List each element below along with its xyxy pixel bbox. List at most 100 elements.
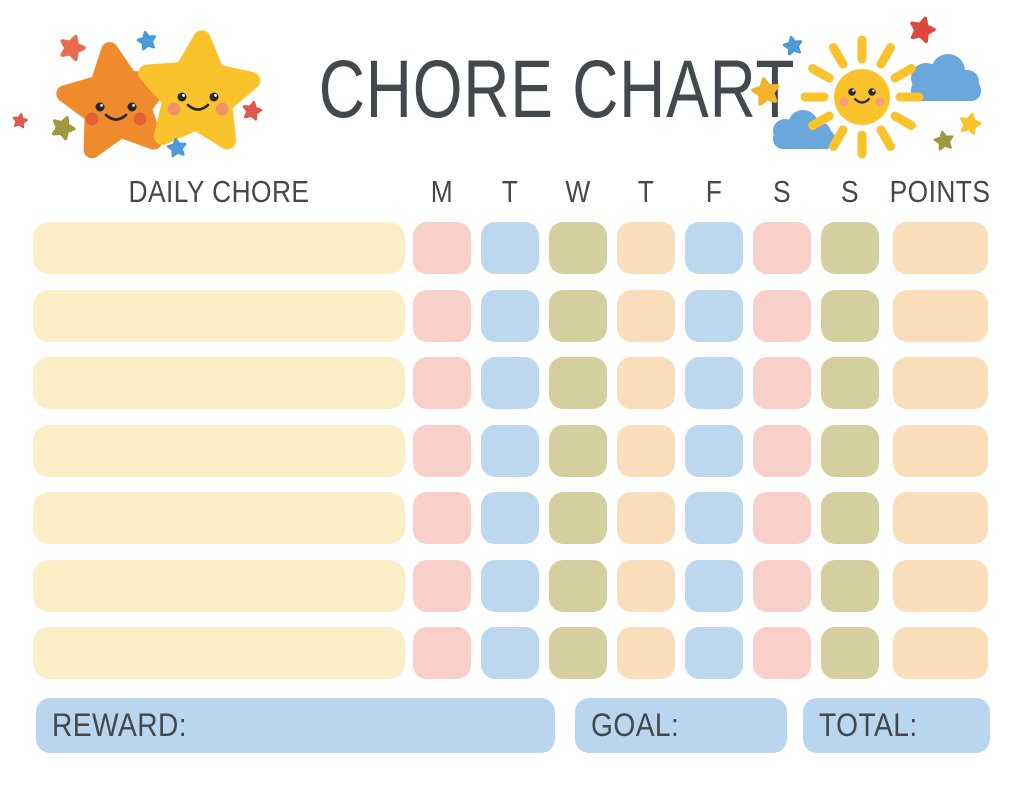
day-cell[interactable]	[549, 222, 607, 274]
sun-rays	[800, 35, 924, 159]
day-cell[interactable]	[481, 222, 539, 274]
cloud-icon	[773, 110, 835, 149]
chore-name-cell[interactable]	[33, 560, 405, 612]
day-cell[interactable]	[821, 627, 879, 679]
day-cell[interactable]	[549, 357, 607, 409]
daily-chore-header: DAILY CHORE	[128, 174, 310, 209]
day-header-2: T	[501, 174, 519, 209]
day-cell[interactable]	[685, 492, 743, 544]
day-header-1: M	[430, 174, 454, 209]
day-cell[interactable]	[481, 425, 539, 477]
day-cell[interactable]	[685, 425, 743, 477]
day-cell[interactable]	[821, 492, 879, 544]
stars-decoration	[5, 15, 270, 170]
day-cell[interactable]	[753, 492, 811, 544]
points-value-cell[interactable]	[893, 425, 988, 477]
day-cell[interactable]	[413, 222, 471, 274]
chore-name-cell[interactable]	[33, 492, 405, 544]
day-cell[interactable]	[685, 290, 743, 342]
day-cell[interactable]	[617, 425, 675, 477]
chore-name-cell[interactable]	[33, 425, 405, 477]
small-red-star-icon	[908, 15, 936, 42]
day-cell[interactable]	[481, 627, 539, 679]
small-olive-star-icon	[50, 114, 77, 140]
chore-name-cell[interactable]	[33, 627, 405, 679]
day-cell[interactable]	[821, 425, 879, 477]
day-header-6: S	[772, 174, 792, 209]
sun-clouds-decoration	[745, 10, 1017, 159]
day-cell[interactable]	[753, 357, 811, 409]
day-cell[interactable]	[413, 290, 471, 342]
day-cell[interactable]	[821, 357, 879, 409]
small-red-star-icon	[58, 33, 86, 61]
day-cell[interactable]	[617, 357, 675, 409]
day-cell[interactable]	[617, 627, 675, 679]
chore-name-cell[interactable]	[33, 290, 405, 342]
day-header-5: F	[705, 174, 723, 209]
day-cell[interactable]	[753, 425, 811, 477]
day-cell[interactable]	[685, 560, 743, 612]
day-cell[interactable]	[549, 425, 607, 477]
day-header-4: T	[637, 174, 655, 209]
small-yellow-star-icon	[959, 112, 982, 134]
day-cell[interactable]	[549, 627, 607, 679]
day-cell[interactable]	[821, 560, 879, 612]
day-cell[interactable]	[617, 560, 675, 612]
day-cell[interactable]	[617, 290, 675, 342]
sun-face	[839, 88, 885, 107]
reward-label: REWARD:	[52, 707, 188, 743]
day-cell[interactable]	[413, 357, 471, 409]
day-cell[interactable]	[549, 290, 607, 342]
day-cell[interactable]	[821, 222, 879, 274]
day-cell[interactable]	[481, 290, 539, 342]
day-cell[interactable]	[413, 560, 471, 612]
small-olive-star-icon	[934, 131, 954, 150]
day-cell[interactable]	[413, 627, 471, 679]
day-cell[interactable]	[481, 492, 539, 544]
points-value-cell[interactable]	[893, 357, 988, 409]
small-blue-star-icon	[137, 30, 157, 49]
day-cell[interactable]	[617, 492, 675, 544]
day-cell[interactable]	[821, 290, 879, 342]
day-cell[interactable]	[753, 290, 811, 342]
day-cell[interactable]	[685, 627, 743, 679]
day-cell[interactable]	[549, 560, 607, 612]
day-cell[interactable]	[481, 357, 539, 409]
chore-name-cell[interactable]	[33, 357, 405, 409]
day-cell[interactable]	[413, 425, 471, 477]
points-header: POINTS	[889, 174, 991, 209]
goal-box[interactable]: GOAL:	[575, 698, 787, 753]
points-value-cell[interactable]	[893, 492, 988, 544]
day-cell[interactable]	[413, 492, 471, 544]
orange-star-face	[85, 102, 147, 126]
points-value-cell[interactable]	[893, 627, 988, 679]
small-red-star-icon	[242, 100, 262, 119]
points-value-cell[interactable]	[893, 290, 988, 342]
small-yellow-star-icon	[752, 77, 780, 104]
cloud-icon	[911, 54, 981, 101]
chore-name-cell[interactable]	[33, 222, 405, 274]
points-value-cell[interactable]	[893, 222, 988, 274]
total-box[interactable]: TOTAL:	[803, 698, 990, 753]
goal-label: GOAL:	[591, 707, 680, 743]
reward-box[interactable]: REWARD:	[36, 698, 555, 753]
page-title: CHORE CHART	[318, 44, 796, 135]
yellow-star-face	[167, 92, 229, 116]
day-cell[interactable]	[549, 492, 607, 544]
day-cell[interactable]	[685, 357, 743, 409]
day-cell[interactable]	[685, 222, 743, 274]
day-header-7: S	[840, 174, 860, 209]
total-label: TOTAL:	[819, 707, 918, 743]
tiny-red-star-icon	[12, 113, 27, 128]
day-cell[interactable]	[617, 222, 675, 274]
points-value-cell[interactable]	[893, 560, 988, 612]
day-cell[interactable]	[753, 560, 811, 612]
day-cell[interactable]	[753, 222, 811, 274]
day-cell[interactable]	[481, 560, 539, 612]
day-header-3: W	[565, 174, 591, 209]
big-yellow-star-icon	[143, 35, 254, 142]
sun-icon	[834, 69, 890, 125]
small-blue-star-icon	[783, 35, 803, 54]
day-cell[interactable]	[753, 627, 811, 679]
